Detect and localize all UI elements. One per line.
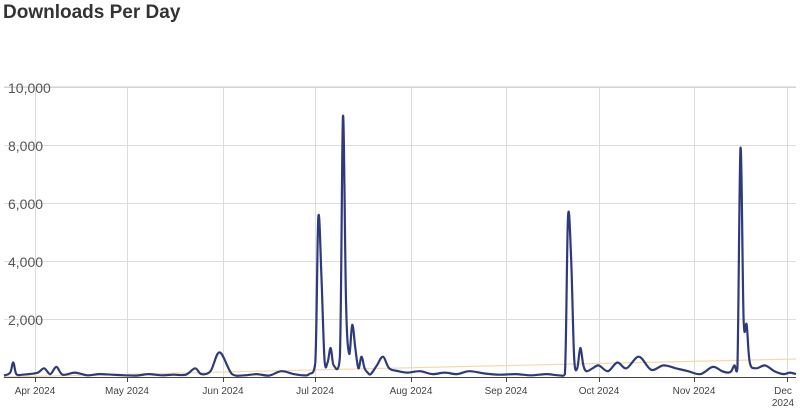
x-tick-label: Nov 2024 [673,386,716,397]
x-tick-label: May 2024 [105,386,149,397]
y-tick-label: 6,000 [8,196,43,212]
x-tick-label: Jun 2024 [202,386,244,397]
y-tick-label: 2,000 [8,312,43,328]
trend-line [3,358,797,378]
x-tick-label: Aug 2024 [390,386,433,397]
y-axis-ticks: 2,000 4,000 6,000 8,000 10,000 [8,80,51,328]
y-tick-label: 10,000 [8,80,51,96]
x-tick-label: Oct 2024 [579,386,620,397]
gridlines [4,87,796,377]
x-axis-ticks: Apr 2024 May 2024 Jun 2024 Jul 2024 Aug 2024… [15,377,795,409]
y-tick-label: 4,000 [8,254,43,270]
x-tick-label: Apr 2024 [15,386,56,397]
series-line [3,114,797,377]
x-tick-label: Jul 2024 [296,386,334,397]
y-tick-label: 8,000 [8,138,43,154]
x-tick-label: Dec 2024 [772,386,795,409]
chart-title: Downloads Per Day [3,2,181,23]
series-layer [3,114,797,377]
x-tick-label: Sep 2024 [485,386,528,397]
